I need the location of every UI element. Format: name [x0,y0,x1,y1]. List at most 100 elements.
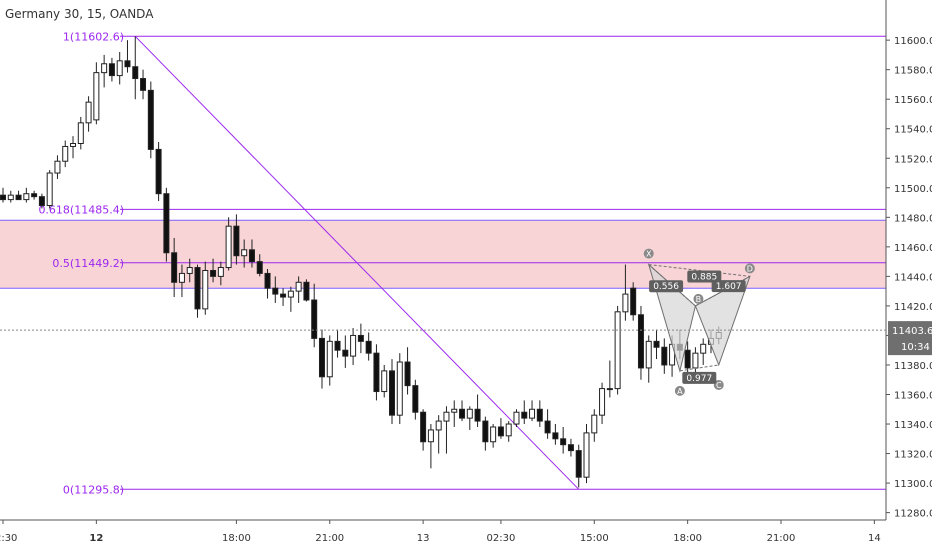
candle-body [381,370,388,393]
candle-body [420,411,427,443]
candle-body [350,334,357,357]
time-tick-label: 21:00 [315,533,344,544]
ratio-badge-xb [649,280,684,293]
pattern-point-c [713,379,724,390]
candle-body [62,145,69,162]
candle-body [186,267,193,274]
pattern-point-label: B [696,295,702,304]
candle-body [326,340,333,378]
candle-body [560,438,567,446]
candle-body [155,148,162,195]
time-tick-label: 12 [89,533,103,544]
candle-body [536,408,543,422]
candle-body [404,361,411,387]
candle-body [202,269,209,310]
candle-body [459,408,466,419]
candle-body [637,314,644,369]
current-price-badge [888,321,932,356]
price-tick-label: 11460.0 [894,243,932,254]
fib-label-0: 0(11295.8) [63,483,124,496]
ratio-badge-bd [711,280,746,293]
fib-trend-line [134,35,580,490]
candle-body [0,194,6,201]
candle-body [443,411,450,422]
candle-body [241,249,248,257]
price-tick-label: 11340.0 [894,420,932,431]
candle-body [124,60,131,68]
ratio-label-xd: 0.885 [691,272,717,282]
candle-body [505,423,512,437]
pattern-point-label: A [677,387,683,396]
candle-body [93,72,100,121]
time-tick-label: 14 [868,533,881,544]
candle-body [280,293,287,298]
candle-body [482,420,489,443]
candle-body [357,334,364,342]
price-tick-label: 11300.0 [894,479,932,490]
candle-body [108,63,115,77]
candle-body [466,408,473,419]
candle-body [645,340,652,369]
price-tick-label: 11440.0 [894,272,932,283]
candle-body [567,444,574,452]
candle-body [497,426,504,437]
pattern-point-b [693,293,704,304]
candle-body [365,340,372,354]
candle-body [606,388,613,391]
candle-body [311,299,318,339]
candle-body [599,388,606,416]
candle-body [101,63,108,74]
candle-body [178,272,185,283]
candle-body [132,66,139,80]
candle-body [77,122,84,145]
candle-body [194,267,201,310]
candle-body [389,370,395,416]
pattern-point-label: C [716,381,722,390]
time-tick-label: 15:00 [580,533,609,544]
ratio-label-bd: 1.607 [716,282,742,292]
candle-body [373,352,380,393]
candle-body [334,340,341,351]
time-tick-label: 13 [417,533,430,544]
current-price-time: 10:34 [901,342,930,353]
ratio-badge-ac [682,371,717,384]
candle-body [396,361,403,416]
chart-title: Germany 30, 15, OANDA [5,7,154,21]
candle-body [318,337,325,378]
fib-label-1: 1(11602.6) [63,30,124,43]
candle-body [303,281,310,301]
candle-body [46,172,53,207]
candle-body [31,193,38,198]
candle-body [233,225,240,257]
ratio-label-ac: 0.977 [686,374,712,384]
candle-body [210,269,217,277]
pattern-point-a [674,385,685,396]
candle-body [54,160,61,174]
price-tick-label: 11480.0 [894,213,932,224]
candle-body [521,411,528,419]
candle-body [614,311,621,390]
candle-body [575,450,582,478]
candle-body [217,267,224,277]
price-tick-label: 11540.0 [894,125,932,136]
candle-body [583,432,590,478]
candle-body [225,225,232,269]
pattern-point-d [744,263,755,274]
time-tick-label: 18:00 [673,533,702,544]
candle-body [7,194,14,201]
candle-body [529,408,536,419]
candle-body [264,272,271,289]
candle-body [630,287,637,316]
pattern-point-label: X [646,250,652,259]
price-tick-label: 11380.0 [894,361,932,372]
candle-body [700,343,707,354]
candle-body [412,385,419,413]
ratio-label-xb: 0.556 [653,282,679,292]
candle-body [70,143,77,147]
price-tick-label: 11500.0 [894,184,932,195]
pattern-point-label: D [747,264,753,273]
candle-body [451,408,458,413]
candle-body [256,261,263,274]
